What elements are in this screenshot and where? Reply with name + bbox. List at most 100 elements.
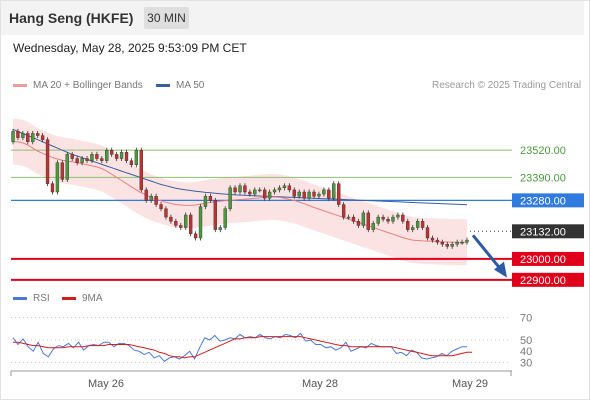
candle-body [376,216,380,224]
candle-body [253,189,257,195]
candle-body [341,204,346,218]
rsi-tick-label: 30 [520,357,532,369]
candle-body [415,221,420,228]
candle-body [450,244,454,247]
candle-body [262,189,267,199]
candle-body [174,221,178,226]
bollinger-swatch [13,83,27,87]
candle-body [238,185,242,193]
candle-body [184,214,188,228]
candle-body [277,187,282,191]
candle-body [292,189,296,197]
level-label-resistance: 23390.00 [520,172,566,184]
x-tick-label: May 26 [88,378,124,390]
candle-body [218,227,222,230]
candle-body [312,191,316,197]
rsi-label: RSI [33,293,50,304]
candle-body [65,154,69,180]
candle-body [169,216,173,222]
candle-body [440,241,445,245]
candle-body [391,216,395,222]
candle-body [60,162,65,180]
candle-body [465,239,469,243]
level-label-pivot: 23280.00 [520,195,566,207]
candle-body [351,216,356,222]
candle-body [327,189,331,199]
candle-body [401,214,405,222]
candle-body [90,154,94,161]
candle-body [95,154,99,159]
candle-body [455,241,459,245]
candle-body [100,158,104,161]
level-tag-pivot [512,193,584,208]
x-tick-label: May 29 [452,378,488,390]
candle-body [164,208,168,218]
candle-body [203,195,208,207]
legend-bollinger: MA 20 + Bollinger Bands [13,80,143,91]
candle-body [411,227,415,230]
candle-body [208,195,213,201]
candle-body [85,158,89,161]
forecast-arrow-head [494,261,507,278]
candle-body [435,239,440,243]
candle-body [248,191,252,195]
candle-body [307,191,311,199]
candle-body [154,195,158,205]
candle-body [317,193,321,197]
candle-body [129,160,134,166]
candle-body [243,185,247,193]
candle-body [179,225,183,228]
candle-body [258,189,262,192]
candle-body [75,158,79,163]
candle-body [40,135,45,140]
x-tick-label: May 28 [302,378,338,390]
rsi-tick-label: 70 [520,313,532,325]
candle-body [322,189,326,195]
level-label-resistance: 23520.00 [520,145,566,157]
candle-body [188,214,193,235]
timeframe-badge[interactable]: 30 MIN [144,7,189,29]
candle-body [337,183,341,205]
level-tag-support [512,251,584,266]
candle-body [124,152,129,161]
legend-ma50: MA 50 [156,80,204,91]
rsi-swatch [13,296,27,300]
candle-body [35,133,40,136]
candle-body [332,183,336,199]
header-bar [1,1,584,35]
candle-body [159,204,163,209]
candle-body [144,189,148,201]
candle-body [356,221,361,226]
candle-body [267,191,272,199]
last-price-label: 23132.00 [520,226,566,238]
candle-body [45,139,50,184]
candle-body [139,149,143,191]
level-tag-resistance [512,170,584,185]
candle-body [16,131,20,138]
candle-body [134,149,139,166]
candle-body [31,133,35,143]
candle-body [70,154,74,159]
candle-body [460,241,464,244]
candle-body [287,185,292,191]
candle-body [425,227,430,239]
candle-body [105,149,109,161]
candle-body [193,233,198,239]
ma50-label: MA 50 [176,80,205,91]
bollinger-label: MA 20 + Bollinger Bands [33,80,143,91]
rsi-tick-label: 40 [520,346,532,358]
candle-body [406,221,410,230]
rsi-tick-label: 50 [520,335,532,347]
9ma-label: 9MA [82,293,103,304]
candle-body [223,208,227,228]
candle-body [302,191,306,199]
candle-body [361,212,366,226]
candle-body [55,162,60,193]
candle-body [114,154,119,159]
ma50-swatch [156,83,170,87]
legend-rsi: RSI [13,293,50,304]
candle-body [366,212,370,230]
rsi-series-9ma [13,336,472,359]
candle-body [430,237,435,241]
